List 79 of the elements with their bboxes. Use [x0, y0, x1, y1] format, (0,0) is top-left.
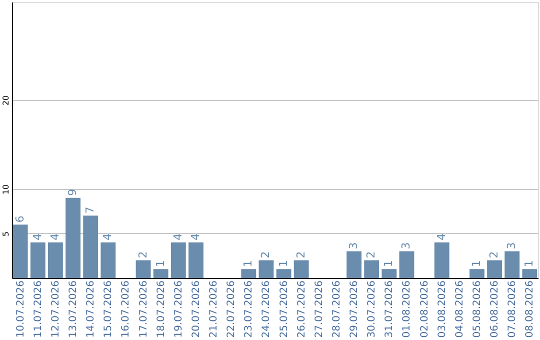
bar: [241, 269, 256, 278]
x-tick-label: 24.07.2026: [261, 280, 272, 338]
bar: [12, 224, 28, 278]
data-label: 4: [434, 233, 448, 240]
data-label: 3: [505, 242, 518, 250]
data-label: 2: [294, 251, 308, 258]
x-tick-label: 26.07.2026: [296, 280, 308, 338]
data-label: 1: [154, 260, 167, 268]
data-label: 1: [242, 260, 255, 268]
x-tick-label: 20.07.2026: [190, 280, 202, 338]
data-label: 7: [84, 206, 97, 214]
x-tick-label: 21.07.2026: [208, 280, 220, 338]
bar: [170, 242, 186, 278]
bar: [346, 251, 362, 278]
x-tick-label: 23.07.2026: [244, 280, 255, 338]
x-tick-label: 18.07.2026: [156, 280, 167, 338]
bar: [188, 242, 204, 278]
bar: [66, 198, 80, 278]
x-tick-label: 10.07.2026: [15, 280, 26, 338]
x-tick-label: 11.07.2026: [32, 280, 44, 338]
bar: [399, 251, 414, 278]
x-tick-label: 22.07.2026: [226, 280, 238, 338]
x-tick-label: 19.07.2026: [173, 280, 184, 338]
data-label: 4: [188, 233, 202, 240]
data-label: 3: [400, 242, 413, 250]
x-tick-label: 30.07.2026: [366, 280, 378, 338]
data-label: 1: [470, 260, 483, 268]
data-label: 1: [522, 260, 536, 268]
data-label: 1: [382, 260, 396, 268]
bar: [504, 251, 520, 278]
data-label: 2: [259, 251, 272, 258]
bar: [276, 269, 292, 278]
bar: [100, 242, 116, 278]
bar: [258, 260, 274, 278]
bar: [522, 269, 538, 278]
data-label: 9: [66, 188, 80, 196]
x-tick-label: 16.07.2026: [120, 280, 132, 338]
data-label: 2: [488, 251, 501, 258]
x-tick-label: 04.08.2026: [454, 280, 466, 338]
bar: [470, 269, 484, 278]
x-tick-label: 02.08.2026: [419, 280, 430, 338]
y-tick-label: 10: [2, 184, 10, 195]
x-tick-label: 06.08.2026: [490, 280, 501, 338]
bar: [83, 216, 98, 278]
data-label: 4: [101, 233, 114, 240]
data-label: 3: [347, 242, 360, 250]
data-label: 2: [136, 251, 150, 258]
bar: [294, 260, 309, 278]
x-tick-label: 15.07.2026: [103, 280, 114, 338]
bar: [364, 260, 380, 278]
data-label: 6: [13, 216, 26, 223]
x-tick-label: 28.07.2026: [331, 280, 342, 338]
x-tick-label: 27.07.2026: [314, 280, 325, 338]
data-label: 4: [171, 233, 184, 240]
y-tick-label: 5: [2, 231, 10, 237]
x-tick-label: 31.07.2026: [384, 280, 396, 338]
x-tick-label: 13.07.2026: [68, 280, 80, 338]
x-tick-label: 05.08.2026: [472, 280, 483, 338]
y-tick-label: 20: [2, 95, 10, 106]
bar: [30, 242, 46, 278]
x-tick-label: 29.07.2026: [349, 280, 360, 338]
bar: [382, 269, 397, 278]
bar: [434, 242, 450, 278]
data-label: 2: [364, 251, 378, 258]
bar: [153, 269, 168, 278]
x-tick-label: 14.07.2026: [86, 280, 97, 338]
x-tick-label: 17.07.2026: [138, 280, 150, 338]
x-tick-label: 12.07.2026: [50, 280, 62, 338]
x-tick-label: 25.07.2026: [278, 280, 290, 338]
data-label: 4: [48, 233, 62, 240]
x-tick-label: 08.08.2026: [524, 280, 536, 338]
data-label: 4: [30, 233, 44, 240]
bar: [487, 260, 502, 278]
x-tick-label: 01.08.2026: [402, 280, 413, 338]
x-tick-label: 07.08.2026: [507, 280, 518, 338]
x-tick-label: 03.08.2026: [436, 280, 448, 338]
bar: [136, 260, 151, 278]
bar: [48, 242, 63, 278]
data-label: 1: [276, 260, 290, 268]
